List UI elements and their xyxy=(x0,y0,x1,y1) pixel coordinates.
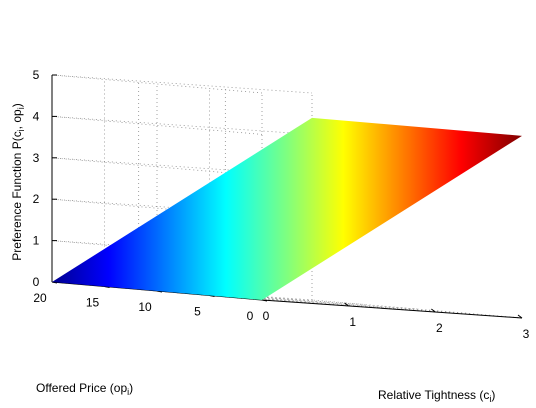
grid-line-z-back xyxy=(51,116,313,135)
z-tick-label: 1 xyxy=(33,234,40,248)
y-tick-mark xyxy=(51,281,58,284)
y-tick-mark xyxy=(104,286,110,288)
z-axis-label: Preference Function P(ci, opi) xyxy=(10,103,26,260)
y-axis-label: Offered Price (opi) xyxy=(36,381,133,397)
x-tick-label: 3 xyxy=(523,327,530,341)
y-tick-label: 15 xyxy=(86,296,100,310)
y-tick-label: 0 xyxy=(247,309,254,323)
y-tick-label: 20 xyxy=(33,291,47,305)
x-tick-label: 0 xyxy=(263,309,270,323)
grid-line-z-left xyxy=(51,116,263,135)
surface xyxy=(52,117,522,300)
x-tick-mark xyxy=(344,302,349,307)
x-axis-line xyxy=(261,299,523,319)
x-tick-label: 2 xyxy=(436,321,443,335)
x-tick-mark xyxy=(431,308,436,313)
z-tick-label: 4 xyxy=(33,109,40,123)
surface-patch xyxy=(52,117,522,300)
z-tick-label: 0 xyxy=(33,275,40,289)
x-tick-label: 1 xyxy=(349,315,356,329)
y-tick-label: 5 xyxy=(194,305,201,319)
z-tick-label: 2 xyxy=(33,192,40,206)
x-tick-mark xyxy=(517,314,523,319)
y-tick-mark xyxy=(156,290,163,293)
grid-line-z-back xyxy=(51,74,313,94)
x-axis-label: Relative Tightness (ci) xyxy=(378,388,495,404)
z-tick-label: 5 xyxy=(33,68,40,82)
y-tick-label: 10 xyxy=(138,300,152,314)
y-tick-mark xyxy=(209,295,215,297)
z-tick-label: 3 xyxy=(33,151,40,165)
y-tick-mark xyxy=(261,299,268,302)
tick-labels: 0 1 2 3 4 5 0 5 10 15 20 0 1 2 3 xyxy=(33,68,530,341)
